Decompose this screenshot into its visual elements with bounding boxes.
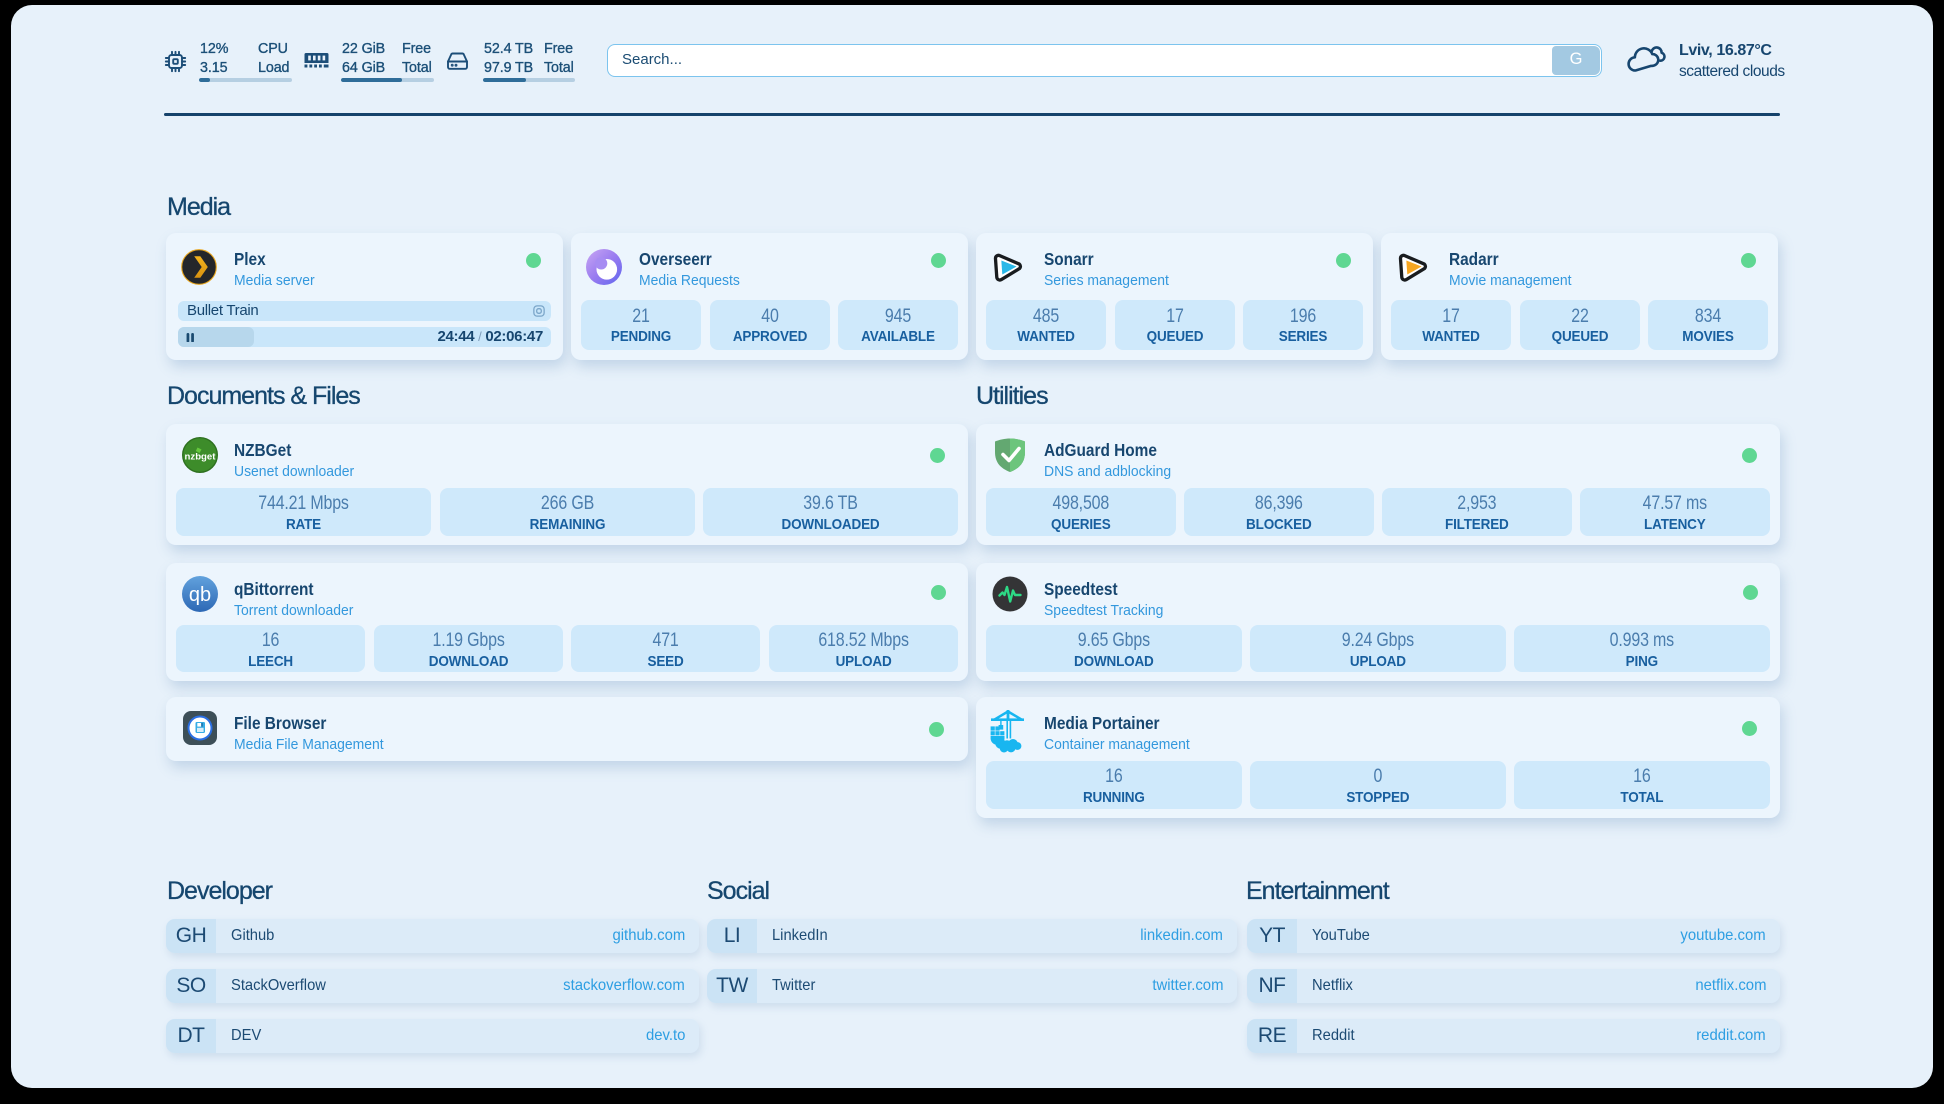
svg-text:nzbget: nzbget xyxy=(185,452,217,463)
svg-text:qb: qb xyxy=(189,584,211,606)
